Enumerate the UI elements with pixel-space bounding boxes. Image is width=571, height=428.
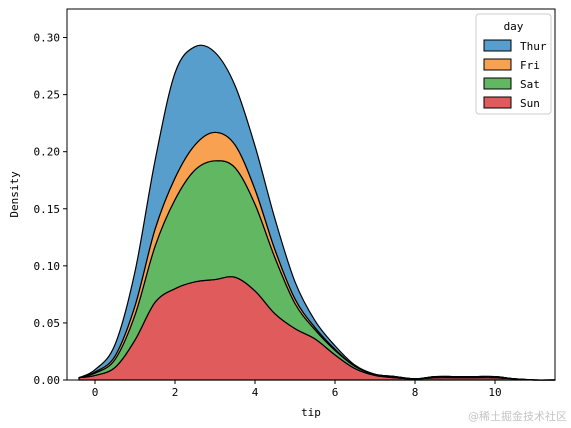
x-axis-ticks: 0 2 4 6 8 10 (92, 380, 502, 399)
legend-swatch-sun (483, 96, 512, 109)
y-tick-label: 0.30 (34, 32, 61, 45)
legend-title: day (504, 20, 524, 33)
legend-swatch-sat (483, 77, 512, 90)
legend-items: Thur Fri Sat Sun (483, 39, 547, 110)
legend-label-thur: Thur (520, 40, 547, 53)
y-tick-label: 0.25 (34, 89, 61, 102)
x-tick-label: 4 (252, 386, 259, 399)
x-tick-label: 2 (172, 386, 179, 399)
legend-label-fri: Fri (520, 59, 540, 72)
legend: day Thur Fri Sat Sun (475, 13, 552, 115)
x-tick-label: 0 (92, 386, 99, 399)
y-axis-label: Density (8, 171, 21, 218)
y-axis-ticks: 0.00 0.05 0.10 0.15 0.20 0.25 0.30 (34, 32, 67, 387)
y-tick-label: 0.05 (34, 317, 61, 330)
x-axis-label: tip (301, 406, 321, 419)
legend-label-sat: Sat (520, 78, 540, 91)
legend-swatch-fri (483, 58, 512, 71)
legend-swatch-thur (483, 39, 512, 52)
y-tick-label: 0.00 (34, 374, 61, 387)
watermark: @稀土掘金技术社区 (468, 410, 567, 423)
x-tick-label: 6 (332, 386, 339, 399)
plot-frame (66, 8, 556, 381)
y-tick-label: 0.15 (34, 203, 61, 216)
y-tick-label: 0.10 (34, 260, 61, 273)
y-tick-label: 0.20 (34, 146, 61, 159)
x-tick-label: 8 (412, 386, 419, 399)
legend-label-sun: Sun (520, 97, 540, 110)
x-tick-label: 10 (488, 386, 501, 399)
